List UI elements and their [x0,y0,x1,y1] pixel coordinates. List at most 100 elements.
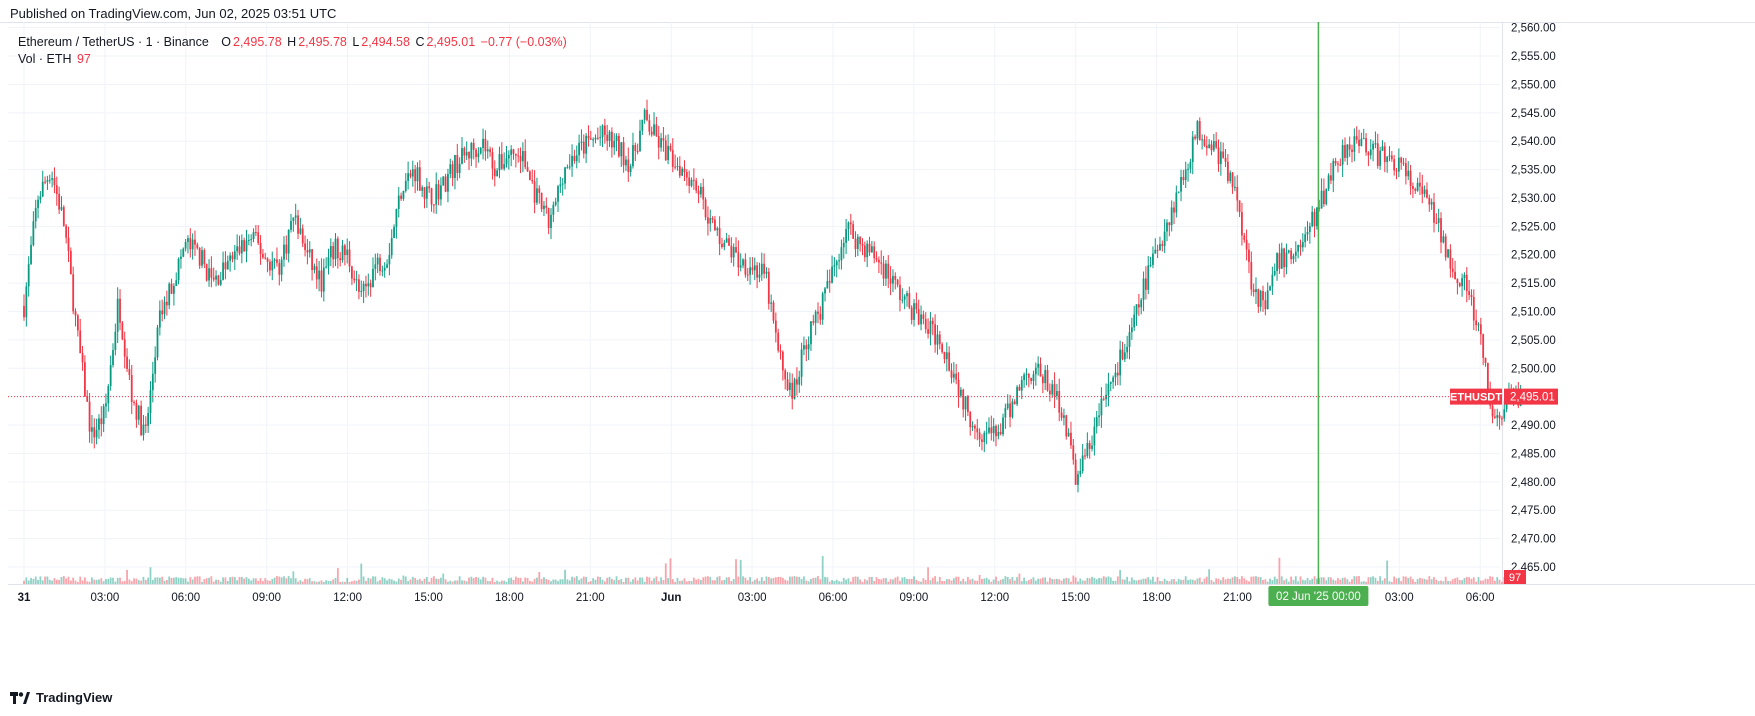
candle-body [1245,239,1248,250]
volume-bar [566,579,569,584]
volume-bar [86,581,89,584]
candle-body [32,221,35,245]
volume-bar [1105,577,1107,584]
volume-bar [135,578,138,584]
volume-bar [978,574,981,584]
volume-bar [735,559,737,584]
volume-bar [93,579,96,584]
footer-brand-label: TradingView [36,690,113,705]
candle-body [1222,151,1225,158]
volume-bar [1121,579,1124,584]
candle-body [271,260,274,271]
candle-body [189,238,192,250]
candle-body [86,396,89,402]
footer-brand[interactable]: TradingView [10,690,112,705]
volume-bar [943,581,946,584]
candle-body [833,265,836,267]
candle-body [1287,250,1290,253]
candle-body [1379,150,1382,166]
candle-body [423,187,426,199]
candle-body [1248,249,1250,262]
volume-bar [1166,580,1168,584]
volume-bar [1421,578,1424,584]
volume-bar [1285,578,1288,584]
volume-bar [892,579,894,584]
candle-body [88,401,91,432]
volume-bar [653,578,655,584]
volume-bar [41,580,44,584]
candle-body [859,236,862,245]
volume-bar [400,579,402,584]
volume-bar [711,580,714,584]
y-tick-label: 2,555.00 [1511,51,1556,63]
candle-body [793,379,796,399]
volume-bar [236,580,239,584]
volume-bar [737,576,740,584]
volume-bar [873,580,876,584]
volume-bar [620,579,623,584]
candle-body [1484,357,1487,363]
candle-body [704,199,707,218]
volume-bar [575,576,578,584]
volume-bar [931,577,934,584]
candle-body [1280,248,1283,269]
candle-body [1034,367,1037,375]
volume-bar [121,581,124,584]
candle-body [41,181,44,197]
candle-body [367,283,370,287]
candle-body [557,186,559,202]
volume-bar [156,577,159,584]
volume-bar [72,577,75,584]
candle-body [892,275,894,284]
candle-body [1304,234,1307,243]
volume-bar [325,580,328,584]
candle-body [1332,160,1335,181]
candle-body [1088,443,1091,449]
candle-body [205,264,208,281]
candle-body [1201,139,1204,141]
legend-row-price: Ethereum / TetherUS · 1 · Binance O 2,495… [18,34,569,51]
candle-body [318,270,321,280]
candle-body [861,244,864,246]
x-tick-label: 15:00 [414,592,443,604]
volume-bar [781,577,784,584]
legend-symbol[interactable]: Ethereum / TetherUS · 1 · Binance [18,35,209,49]
candle-body [1114,372,1117,378]
candle-body [1004,408,1007,418]
candle-body [948,352,951,371]
candle-body [53,178,56,186]
candle-body [810,321,812,345]
volume-bar [945,579,948,584]
legend-volume-label[interactable]: Vol · ETH [18,52,72,66]
candle-body [83,362,86,397]
volume-bar [639,577,641,584]
candle-body [432,204,435,206]
volume-bar [496,580,499,584]
candle-body [1440,218,1442,243]
volume-bar [913,576,915,584]
candle-body [1421,186,1424,194]
volume-bar [151,579,154,584]
candle-body [852,224,855,239]
candle-body [1353,136,1356,152]
candle-body [538,188,541,193]
volume-bar [1320,577,1323,584]
candle-body [936,334,939,345]
volume-bar [807,581,810,584]
volume-bar [760,577,763,584]
candle-body [112,350,114,366]
candle-body [123,339,126,357]
candle-body [1255,289,1257,293]
volume-bar [835,579,838,584]
y-tick-label: 2,540.00 [1511,136,1556,148]
candle-body [601,125,604,138]
volume-bar [212,581,215,584]
volume-bar [411,576,414,584]
volume-bar [981,578,983,584]
volume-bar [432,576,435,584]
volume-bar [1241,576,1243,584]
candle-body [51,178,54,180]
candle-body [395,209,398,227]
